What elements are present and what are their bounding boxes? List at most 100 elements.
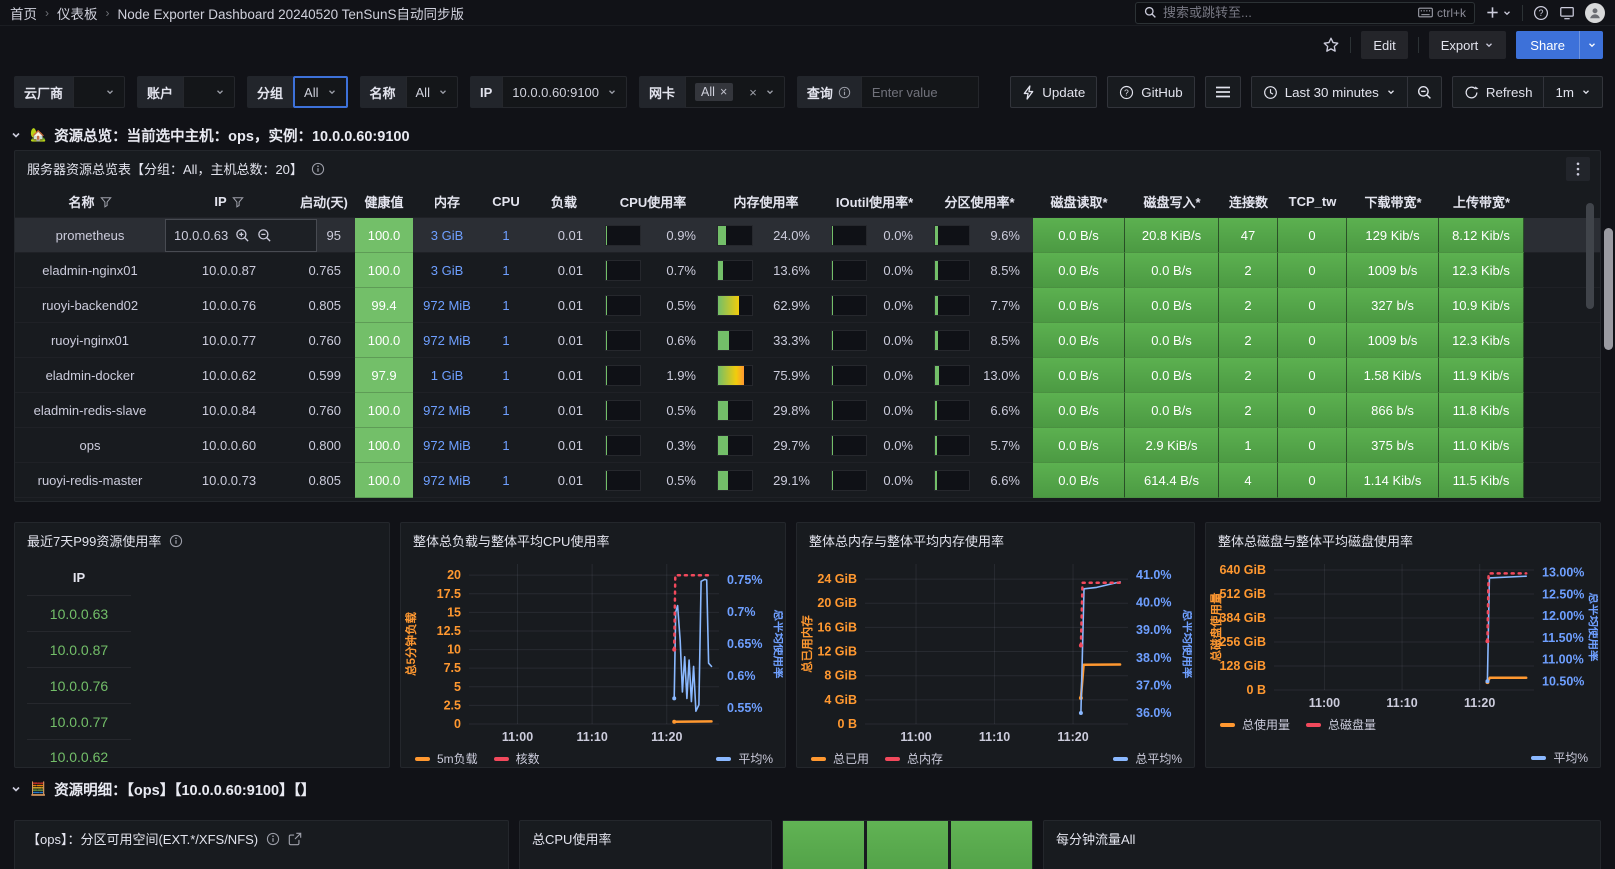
cell-mem[interactable]: 972 MiB [413,323,481,358]
column-header-name[interactable]: 名称 [15,186,165,218]
edit-button[interactable]: Edit [1361,31,1408,59]
cell-mem[interactable]: 972 MiB [413,463,481,498]
partition-space-panel-title[interactable]: 【ops】：分区可用空间(EXT.*/XFS/NFS) [15,821,508,852]
refresh-button[interactable]: Refresh [1451,76,1545,108]
share-menu-chevron[interactable] [1579,31,1603,59]
legend-item[interactable]: 核数 [493,750,540,767]
cell-cpu[interactable]: 1 [481,393,531,428]
remove-chip-icon[interactable]: × [719,85,728,99]
p99-ip-header[interactable]: IP [72,570,86,585]
global-search[interactable]: ctrl+k [1135,1,1475,24]
cell-mem[interactable]: 972 MiB [413,288,481,323]
add-button[interactable] [1485,5,1512,20]
p99-ip-link[interactable]: 10.0.0.77 [27,703,131,739]
selected-chip[interactable]: All × [695,83,734,101]
column-header-up[interactable]: 上传带宽* [1439,186,1524,218]
cell-cpu[interactable]: 1 [481,218,531,253]
column-header-uptime[interactable]: 启动(天) [293,186,355,218]
search-input[interactable] [1163,5,1412,20]
column-header-disk_write[interactable]: 磁盘写入* [1125,186,1219,218]
column-header-load[interactable]: 负载 [531,186,597,218]
cpu-chart-title[interactable]: 整体总负载与整体平均CPU使用率 [413,534,610,549]
column-header-mem[interactable]: 内存 [413,186,481,218]
column-header-ip[interactable]: IP [165,186,293,218]
cell-cpu[interactable]: 1 [481,428,531,463]
filter-funnel-icon[interactable] [231,196,244,208]
overview-table-panel-title[interactable]: 服务器资源总览表【分组：All，主机总数：20】 [15,151,1600,182]
news-monitor-button[interactable] [1559,5,1575,21]
cell-mem[interactable]: 972 MiB [413,428,481,463]
external-link-icon[interactable] [288,832,302,846]
legend-item[interactable]: 总使用量 [1220,716,1290,733]
filter-funnel-icon[interactable] [99,196,112,208]
filter-value-dropdown[interactable]: All × × [685,76,785,108]
filter-value-dropdown[interactable]: All [293,76,348,108]
cell-mem[interactable]: 3 GiB [413,253,481,288]
page-scrollbar[interactable] [1604,228,1613,350]
column-header-part[interactable]: 分区使用率* [926,186,1033,218]
column-header-ioutil[interactable]: IOutil使用率* [823,186,926,218]
filter-value-dropdown[interactable] [73,76,126,108]
update-button[interactable]: Update [1010,76,1098,108]
info-icon[interactable] [311,162,325,176]
refresh-interval-dropdown[interactable]: 1m [1544,76,1603,108]
legend-item[interactable]: 总内存 [885,750,943,767]
cell-cpu[interactable]: 1 [481,463,531,498]
section-overview-header[interactable]: 🏡 资源总览：当前选中主机：ops，实例：10.0.0.60:9100 [0,120,1615,150]
legend-item[interactable]: 平均% [1531,749,1588,766]
column-header-mem_pct[interactable]: 内存使用率 [709,186,823,218]
p99-panel-title[interactable]: 最近7天P99资源使用率 [15,523,389,554]
github-button[interactable]: ? GitHub [1107,76,1195,108]
column-header-down[interactable]: 下载带宽* [1347,186,1439,218]
p99-ip-link[interactable]: 10.0.0.62 [27,739,131,767]
cell-cpu[interactable]: 1 [481,288,531,323]
help-button[interactable]: ? [1533,5,1549,21]
clear-all-icon[interactable]: × [749,84,757,100]
export-button[interactable]: Export [1428,31,1507,59]
column-header-cpu_pct[interactable]: CPU使用率 [597,186,709,218]
panel-menu-kebab-icon[interactable] [1566,157,1590,181]
share-button[interactable]: Share [1516,31,1579,59]
p99-ip-link[interactable]: 10.0.0.76 [27,667,131,703]
column-header-health[interactable]: 健康值 [355,186,413,218]
time-range-picker[interactable]: Last 30 minutes [1250,76,1408,108]
filter-value-dropdown[interactable]: 10.0.0.60:9100 [502,76,628,108]
disk-chart-title[interactable]: 整体总磁盘与整体平均磁盘使用率 [1218,534,1414,549]
cell-cpu[interactable]: 1 [481,358,531,393]
info-icon[interactable] [266,832,280,846]
column-header-cpu[interactable]: CPU [481,186,531,218]
zoom-out-time-button[interactable] [1407,76,1442,108]
avatar[interactable] [1585,2,1605,23]
legend-item[interactable]: 5m负载 [415,750,478,767]
info-icon[interactable] [169,534,183,548]
column-header-tcp_tw[interactable]: TCP_tw [1278,186,1347,218]
cell-mem[interactable]: 1 GiB [413,358,481,393]
query-input[interactable] [871,84,968,100]
breadcrumb-dashboards[interactable]: 仪表板 [57,6,98,22]
ip-value[interactable]: 10.0.0.63 [174,228,229,243]
menu-button[interactable] [1204,76,1241,108]
legend-item[interactable]: 平均% [716,750,773,767]
legend-item[interactable]: 总磁盘量 [1306,716,1376,733]
cell-cpu[interactable]: 1 [481,253,531,288]
cell-mem[interactable]: 972 MiB [413,393,481,428]
query-value-input[interactable] [860,76,979,108]
filter-value-dropdown[interactable] [183,76,236,108]
cell-cpu[interactable]: 1 [481,323,531,358]
zoom-out-icon[interactable] [257,228,272,243]
mem-chart-title[interactable]: 整体总内存与整体平均内存使用率 [809,534,1005,549]
total-cpu-usage-panel-title[interactable]: 总CPU使用率 [532,832,612,847]
p99-ip-link[interactable]: 10.0.0.87 [27,631,131,667]
per-minute-traffic-panel-title[interactable]: 每分钟流量All [1056,832,1136,847]
legend-item[interactable]: 总已用 [811,750,869,767]
legend-item[interactable]: 总平均% [1113,750,1182,767]
column-header-conns[interactable]: 连接数 [1219,186,1278,218]
p99-ip-link[interactable]: 10.0.0.63 [27,595,131,631]
section-detail-header[interactable]: 🧮 资源明细：【ops】【10.0.0.60:9100】【】 [0,774,1615,804]
breadcrumb-home[interactable]: 首页 [10,6,37,22]
table-scrollbar[interactable] [1586,203,1594,309]
filter-value-dropdown[interactable]: All [405,76,458,108]
zoom-in-icon[interactable] [235,228,250,243]
cell-mem[interactable]: 3 GiB [413,218,481,253]
